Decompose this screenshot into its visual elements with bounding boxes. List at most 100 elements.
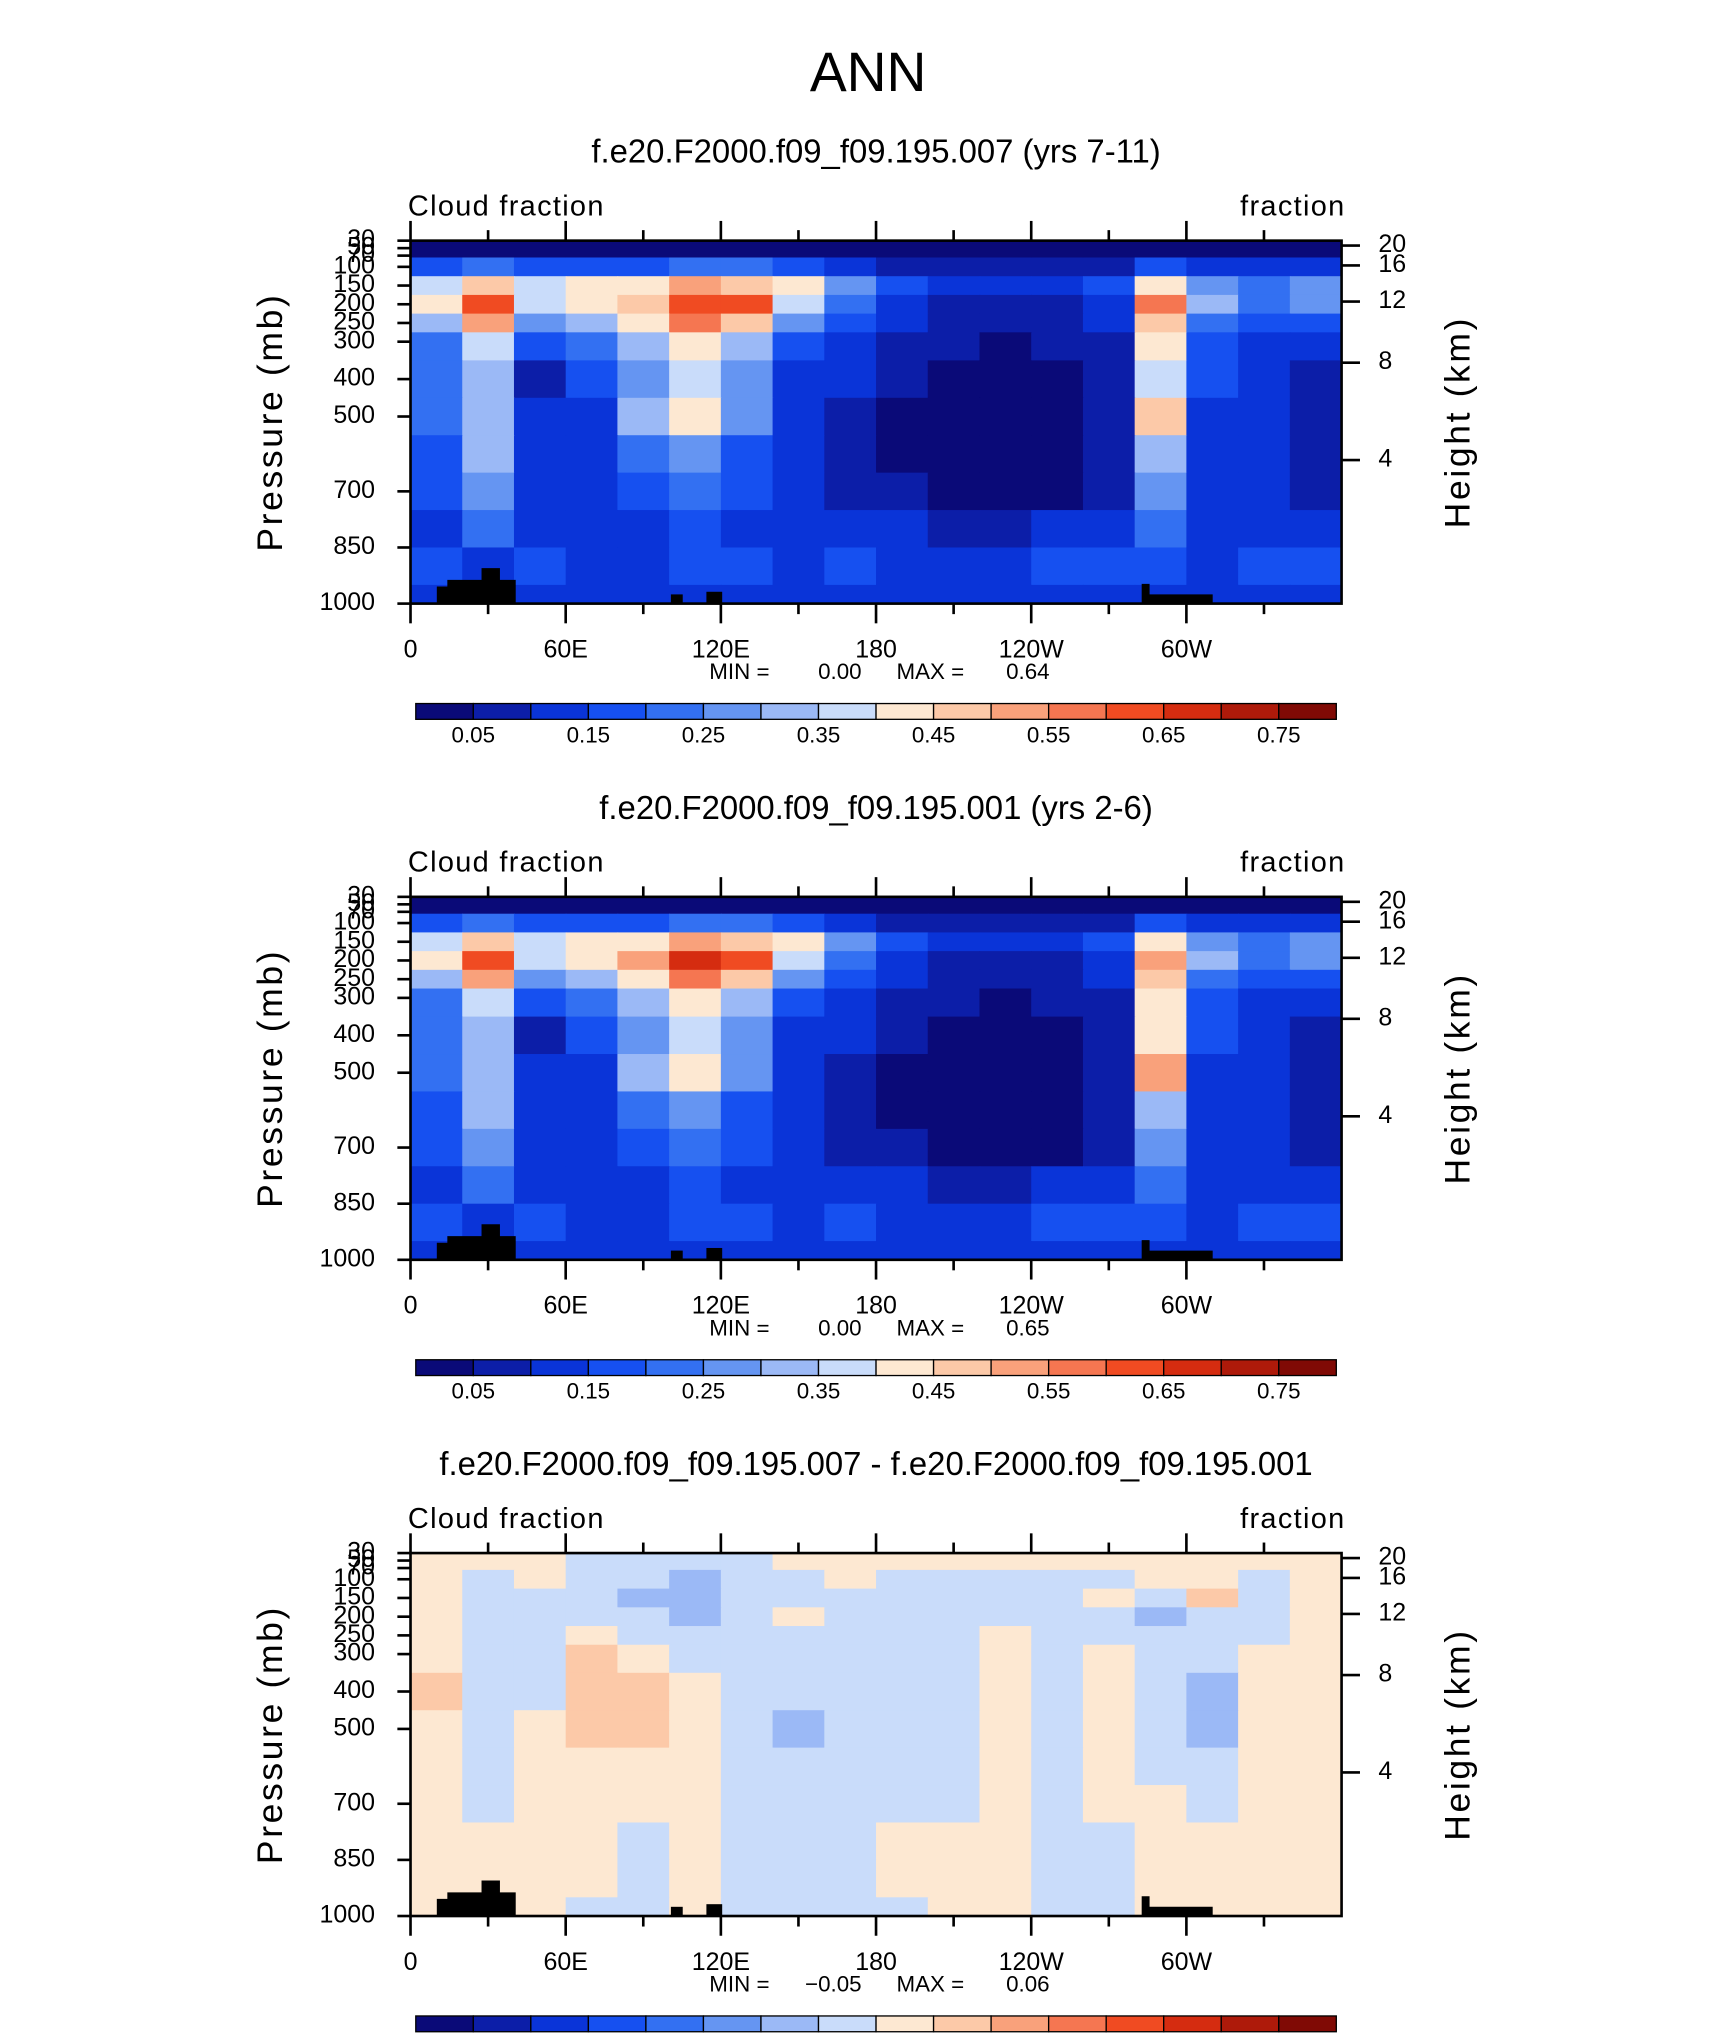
- colorbar-label: 0.55: [1027, 1379, 1071, 1404]
- contour-cell: [1289, 1626, 1343, 1646]
- contour-cell: [824, 1897, 877, 1917]
- contour-cell: [513, 1607, 567, 1627]
- y2-tick-label: 4: [1378, 445, 1392, 473]
- contour-cell: [1031, 896, 1084, 915]
- contour-cell: [772, 547, 826, 586]
- colorbar-box: [760, 702, 820, 720]
- contour-cell: [1289, 435, 1343, 474]
- colorbar-label: 0.45: [912, 722, 956, 747]
- contour-cell: [1289, 360, 1343, 399]
- colorbar-label: 0.35: [797, 1379, 841, 1404]
- contour-cell: [462, 240, 515, 259]
- y2-tick-label: 16: [1378, 1562, 1406, 1590]
- contour-cell: [565, 1626, 619, 1646]
- contour-cell: [772, 1166, 826, 1205]
- colorbar-box: [1105, 702, 1165, 720]
- contour-cell: [1289, 913, 1343, 934]
- y-tick-label: 400: [333, 1020, 375, 1048]
- contour-cell: [876, 1128, 929, 1168]
- contour-cell: [1186, 1822, 1239, 1861]
- contour-cell: [565, 1785, 619, 1824]
- contour-cell: [410, 294, 464, 315]
- contour-cell: [1031, 932, 1084, 952]
- contour-cell: [824, 1241, 877, 1261]
- contour-cell: [927, 276, 981, 296]
- contour-cell: [669, 1644, 722, 1674]
- contour-cell: [927, 435, 981, 474]
- right-label: fraction: [1240, 847, 1345, 879]
- contour-cell: [1289, 1607, 1343, 1627]
- contour-cell: [462, 1054, 515, 1093]
- contour-cell: [1186, 547, 1239, 586]
- contour-cell: [669, 1588, 722, 1609]
- contour-cell: [1031, 1747, 1084, 1786]
- contour-cell: [513, 896, 567, 915]
- y2-tick-label: 20: [1378, 1543, 1406, 1571]
- contour-cell: [513, 332, 567, 362]
- y-tick-label: 850: [333, 532, 375, 560]
- contour-cell: [824, 1203, 877, 1242]
- contour-cell: [772, 472, 826, 511]
- contour-cell: [1238, 240, 1291, 259]
- y-tick-label: 700: [333, 1132, 375, 1160]
- contour-cell: [1082, 1626, 1136, 1646]
- contour-cell: [1289, 1553, 1343, 1571]
- contour-cell: [720, 988, 774, 1018]
- contour-cell: [410, 472, 464, 511]
- contour-cell: [1082, 1822, 1136, 1861]
- contour-cell: [410, 435, 464, 474]
- contour-cell: [669, 1785, 722, 1824]
- contour-cell: [720, 1785, 774, 1824]
- contour-cell: [824, 276, 877, 296]
- contour-cell: [772, 1626, 826, 1646]
- colorbar-box: [530, 702, 590, 720]
- y2-tick-label: 12: [1378, 942, 1406, 970]
- contour-cell: [513, 472, 567, 511]
- colorbar-label: 0: [870, 2035, 882, 2037]
- contour-cell: [565, 472, 619, 511]
- contour-cell: [1031, 1588, 1084, 1609]
- contour-cell: [876, 1644, 929, 1674]
- colorbar-box: [472, 2015, 532, 2033]
- contour-cell: [720, 397, 774, 437]
- contour-cell: [617, 257, 670, 277]
- contour-cell: [1134, 1607, 1188, 1627]
- contour-cell: [979, 932, 1033, 952]
- contour-cell: [1031, 1569, 1084, 1590]
- y2-tick-label: 12: [1378, 1599, 1406, 1627]
- contour-cell: [1031, 913, 1084, 934]
- contour-cell: [565, 1859, 619, 1899]
- contour-cell: [1289, 1569, 1343, 1590]
- contour-cell: [979, 1672, 1033, 1712]
- contour-cell: [772, 294, 826, 315]
- colorbar-box: [645, 1359, 705, 1377]
- contour-field: [410, 240, 1343, 605]
- contour-cell: [927, 1091, 981, 1130]
- contour-cell: [927, 240, 981, 259]
- contour-cell: [1238, 1203, 1291, 1242]
- contour-cell: [617, 1785, 670, 1824]
- contour-cell: [1082, 397, 1136, 437]
- contour-cell: [1031, 1710, 1084, 1749]
- colorbar-label: 0.15: [567, 1379, 611, 1404]
- contour-cell: [1031, 547, 1084, 586]
- contour-cell: [462, 510, 515, 549]
- contour-cell: [1031, 1553, 1084, 1571]
- contour-cell: [772, 1016, 826, 1055]
- contour-cell: [979, 294, 1033, 315]
- colorbar-box: [1220, 702, 1280, 720]
- contour-cell: [617, 472, 670, 511]
- contour-cell: [565, 276, 619, 296]
- contour-cell: [1082, 1054, 1136, 1093]
- contour-cell: [876, 896, 929, 915]
- contour-cell: [1238, 584, 1291, 605]
- contour-cell: [669, 1747, 722, 1786]
- contour-cell: [979, 1588, 1033, 1609]
- contour-cell: [876, 1588, 929, 1609]
- contour-cell: [1186, 1644, 1239, 1674]
- contour-cell: [565, 313, 619, 334]
- contour-cell: [979, 397, 1033, 437]
- contour-cell: [1238, 472, 1291, 511]
- contour-cell: [617, 584, 670, 605]
- colorbar-box: [875, 1359, 935, 1377]
